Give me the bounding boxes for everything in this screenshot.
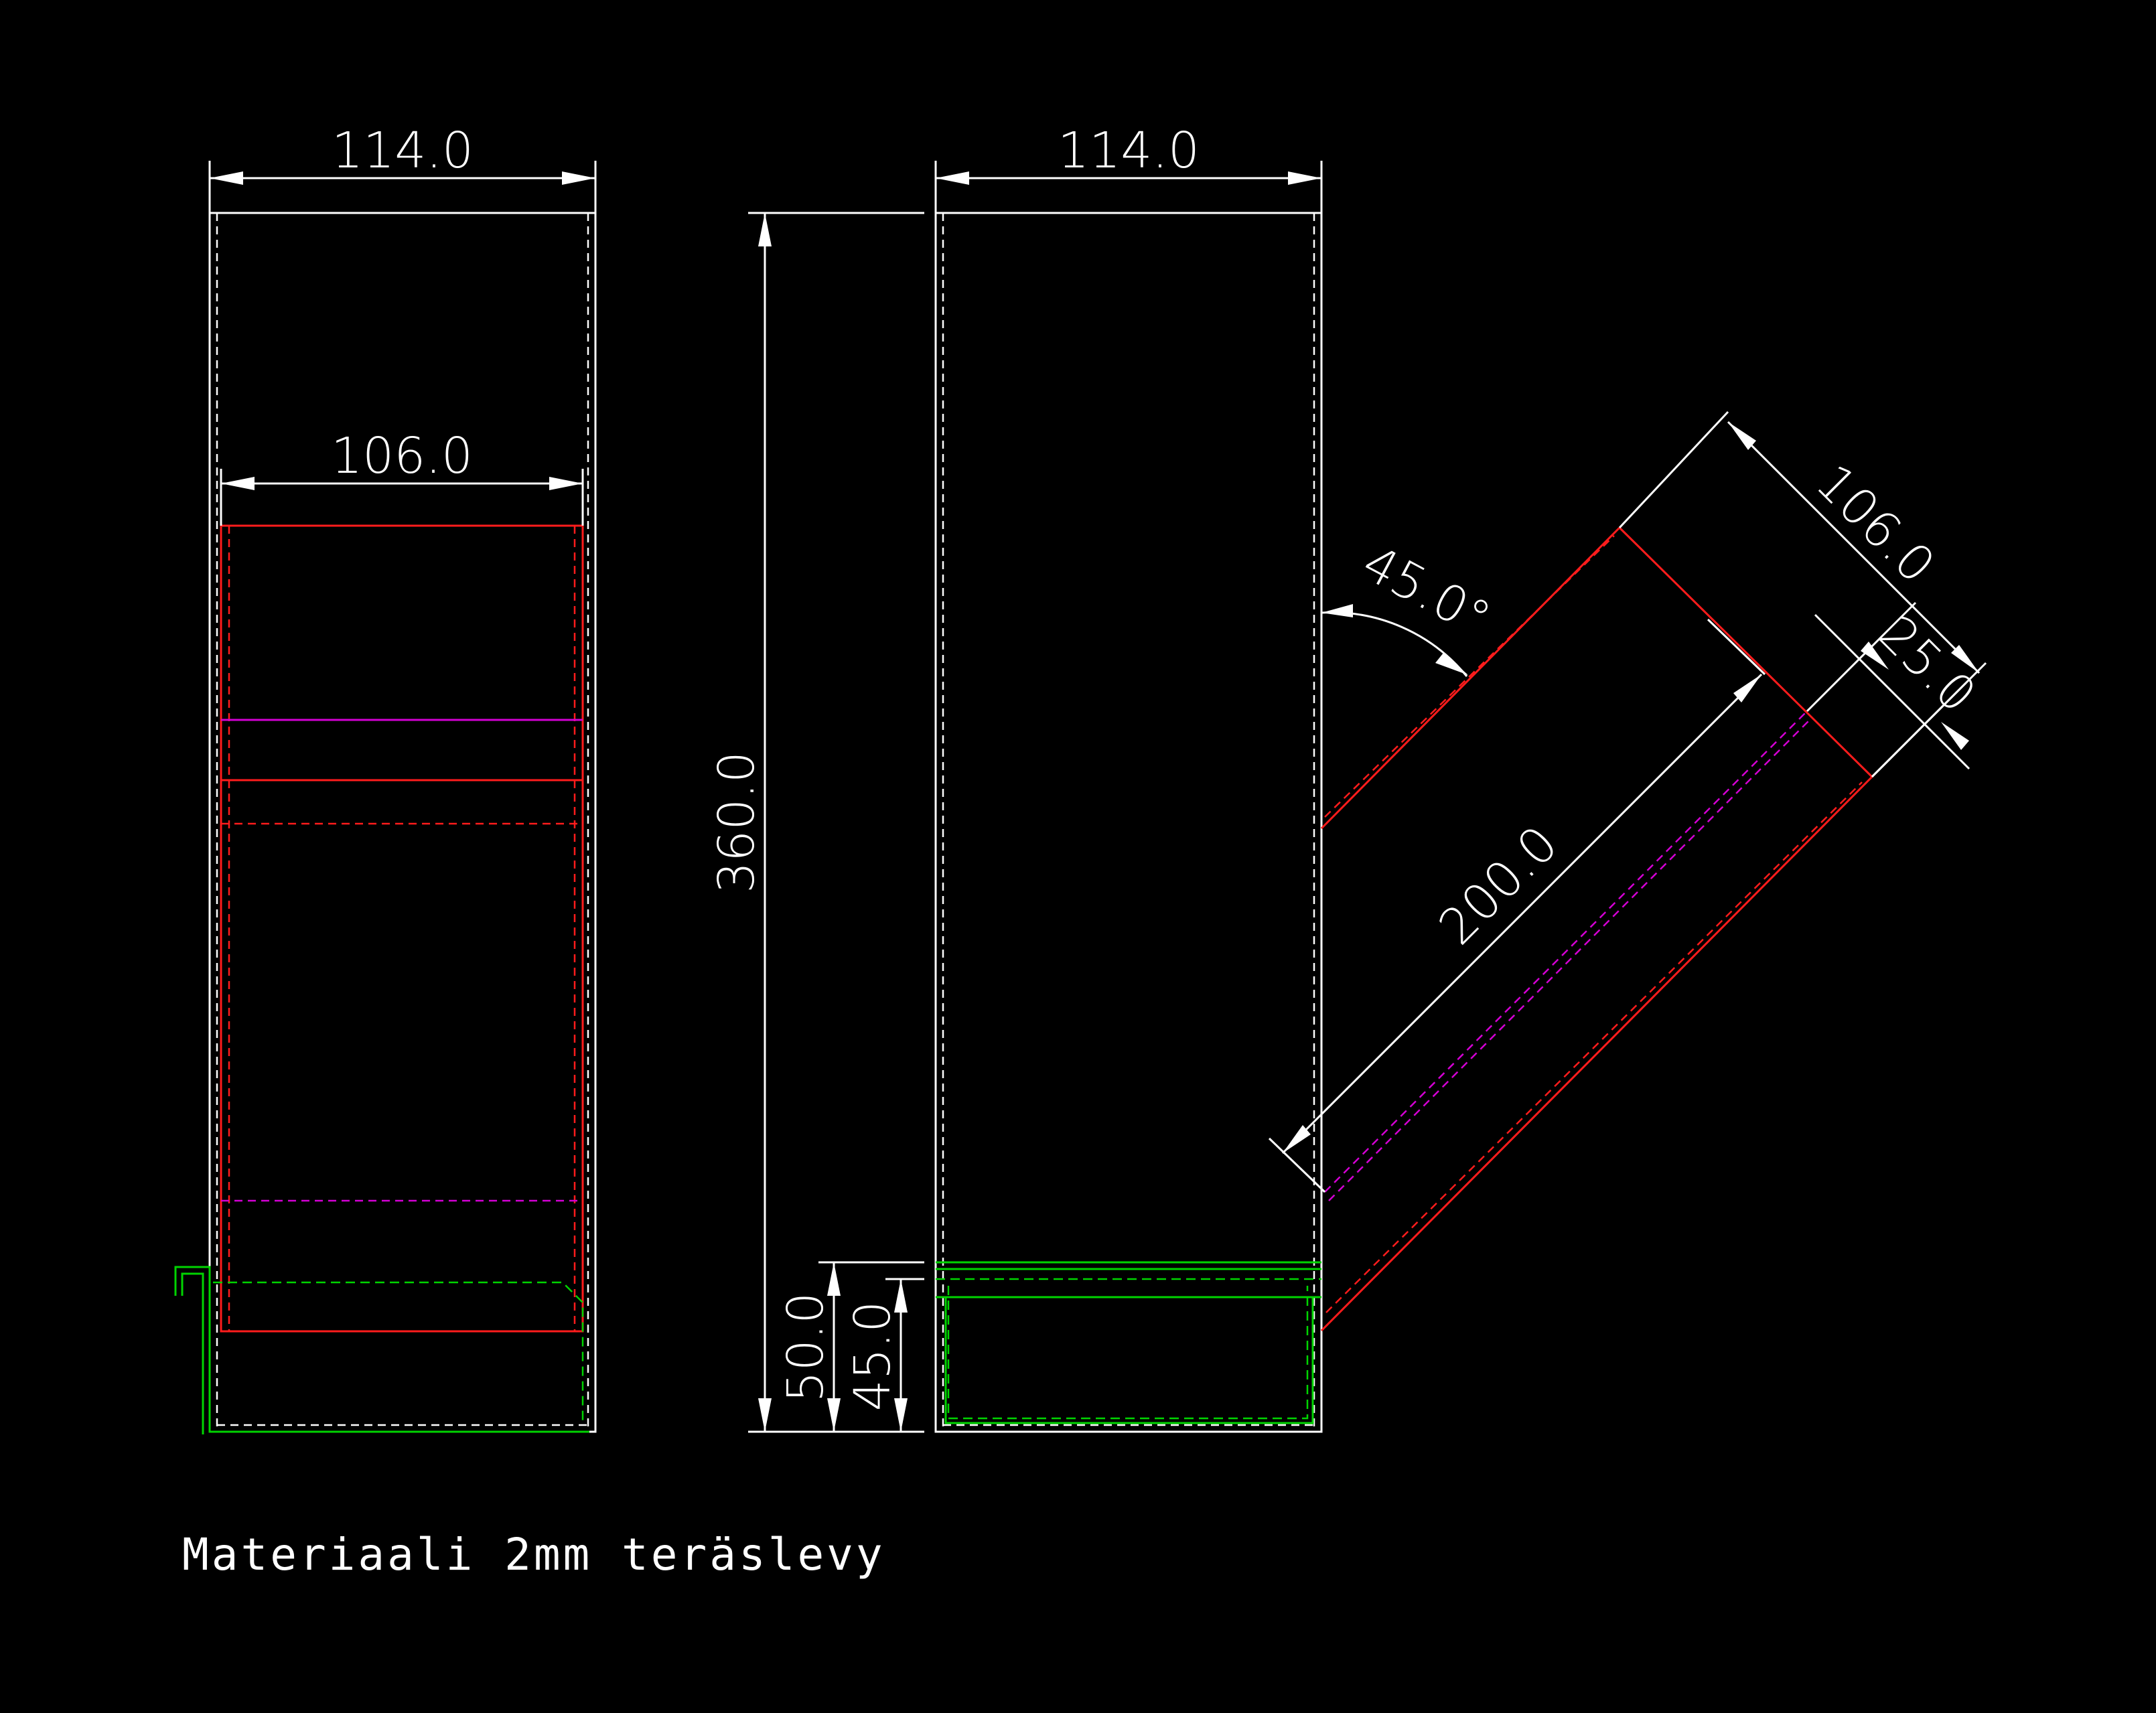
dim-branch-width-ext-1 — [1618, 411, 1729, 529]
left-green-bracket-inner — [181, 1272, 204, 1434]
dim-arrow — [1728, 422, 1756, 450]
dim-offset-label: 25.0 — [1868, 605, 1987, 724]
dim-arrow — [1288, 171, 1321, 185]
left-outer-body — [208, 212, 597, 1433]
dim-right-width-label: 114.0 — [1058, 122, 1200, 179]
dim-length-ext-2 — [1268, 1137, 1326, 1193]
dim-50-label: 50.0 — [777, 1292, 835, 1403]
dim-offset-ext-1 — [1806, 601, 1917, 713]
dim-arrow — [1951, 645, 1979, 673]
dim-arrow — [562, 171, 595, 185]
dim-arrow — [758, 213, 772, 246]
dim-left-width-label: 114.0 — [332, 122, 474, 179]
dim-arrow — [1861, 642, 1889, 670]
dim-arrow — [1283, 1125, 1311, 1153]
left-red-insert — [220, 524, 584, 1333]
dim-branch-width-line — [1727, 421, 1981, 674]
dim-length-ext-1 — [1707, 618, 1766, 676]
dim-arrow — [1733, 674, 1762, 702]
dim-length-line — [1281, 673, 1763, 1155]
left-green-dashed-tray — [213, 1281, 584, 1425]
right-view: 114.0 360.0 50.0 45.0 45.0° 106.0 — [708, 122, 1987, 1433]
branch-lower-red-dash — [1325, 781, 1863, 1313]
dim-height-label: 360.0 — [708, 751, 766, 893]
dim-arrow — [549, 477, 583, 490]
dim-arrow — [1941, 722, 1969, 750]
branch-end-red — [1618, 526, 1873, 778]
dim-arrow — [1435, 653, 1468, 675]
dim-arrow — [1321, 604, 1353, 617]
branch-magenta-dash-1 — [1324, 711, 1808, 1193]
right-green-tray-dashed — [947, 1286, 1309, 1420]
branch-lower-red-edge — [1320, 775, 1873, 1332]
material-note: Materiaali 2mm teräslevy — [182, 1529, 885, 1580]
branch-upper-red-dash — [1324, 535, 1615, 818]
right-outer-body — [934, 212, 1323, 1433]
dim-arrow — [221, 477, 255, 490]
dim-branch-width-label: 106.0 — [1804, 453, 1946, 595]
dim-arrow — [936, 171, 969, 185]
dim-arrow — [894, 1279, 908, 1313]
left-view: 114.0 106.0 — [174, 122, 597, 1434]
dim-offset-line — [1814, 613, 1970, 770]
dim-offset-ext-2 — [1871, 682, 1967, 778]
branch-magenta-dash-2 — [1328, 719, 1810, 1201]
dim-arrow — [210, 171, 243, 185]
dim-45-label: 45.0 — [844, 1301, 902, 1412]
dim-arrow — [758, 1398, 772, 1432]
right-green-tray-body — [944, 1297, 1314, 1424]
dim-left-inner-label: 106.0 — [331, 427, 473, 485]
dim-arrow — [894, 1398, 908, 1432]
left-green-bracket — [174, 1266, 589, 1433]
dim-angle-label: 45.0° — [1353, 534, 1500, 649]
dim-arrow — [827, 1262, 841, 1296]
dim-arrow — [827, 1398, 841, 1432]
dim-length-label: 200.0 — [1428, 815, 1569, 956]
